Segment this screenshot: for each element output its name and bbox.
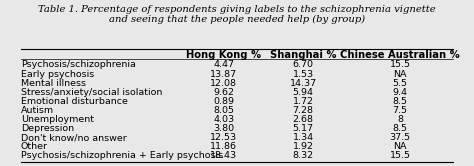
Text: 8.32: 8.32 [292, 151, 314, 160]
Text: Emotional disturbance: Emotional disturbance [21, 97, 128, 106]
Text: Hong Kong %: Hong Kong % [186, 50, 261, 60]
Text: 1.92: 1.92 [292, 142, 314, 151]
Text: Shanghai %: Shanghai % [270, 50, 337, 60]
Text: 1.53: 1.53 [292, 70, 314, 79]
Text: NA: NA [393, 142, 407, 151]
Text: Depression: Depression [21, 124, 74, 133]
Text: Don't know/no answer: Don't know/no answer [21, 133, 127, 142]
Text: Stress/anxiety/social isolation: Stress/anxiety/social isolation [21, 88, 162, 97]
Text: 37.5: 37.5 [390, 133, 410, 142]
Text: Psychosis/schizophrenia: Psychosis/schizophrenia [21, 60, 136, 69]
Text: 5.5: 5.5 [392, 79, 408, 88]
Text: 9.62: 9.62 [213, 88, 234, 97]
Text: Unemployment: Unemployment [21, 115, 94, 124]
Text: 12.53: 12.53 [210, 133, 237, 142]
Text: Chinese Australian %: Chinese Australian % [340, 50, 460, 60]
Text: 15.5: 15.5 [390, 60, 410, 69]
Text: 7.28: 7.28 [292, 106, 314, 115]
Text: 1.34: 1.34 [292, 133, 314, 142]
Text: 11.86: 11.86 [210, 142, 237, 151]
Text: 0.89: 0.89 [213, 97, 234, 106]
Text: Autism: Autism [21, 106, 54, 115]
Text: Other: Other [21, 142, 48, 151]
Text: 12.08: 12.08 [210, 79, 237, 88]
Text: 4.03: 4.03 [213, 115, 234, 124]
Text: 14.37: 14.37 [290, 79, 317, 88]
Text: 5.17: 5.17 [292, 124, 314, 133]
Text: 13.87: 13.87 [210, 70, 237, 79]
Text: 18.43: 18.43 [210, 151, 237, 160]
Text: 1.72: 1.72 [292, 97, 314, 106]
Text: 8.05: 8.05 [213, 106, 234, 115]
Text: Early psychosis: Early psychosis [21, 70, 94, 79]
Text: 15.5: 15.5 [390, 151, 410, 160]
Text: 2.68: 2.68 [292, 115, 314, 124]
Text: Mental illness: Mental illness [21, 79, 86, 88]
Text: Psychosis/schizophrenia + Early psychosis: Psychosis/schizophrenia + Early psychosi… [21, 151, 223, 160]
Text: 8.5: 8.5 [392, 124, 408, 133]
Text: 6.70: 6.70 [292, 60, 314, 69]
Text: 9.4: 9.4 [392, 88, 408, 97]
Text: 5.94: 5.94 [292, 88, 314, 97]
Text: 8.5: 8.5 [392, 97, 408, 106]
Text: Table 1. Percentage of respondents giving labels to the schizophrenia vignette
a: Table 1. Percentage of respondents givin… [38, 5, 436, 24]
Text: 8: 8 [397, 115, 403, 124]
Text: NA: NA [393, 70, 407, 79]
Text: 3.80: 3.80 [213, 124, 234, 133]
Text: 7.5: 7.5 [392, 106, 408, 115]
Text: 4.47: 4.47 [213, 60, 234, 69]
